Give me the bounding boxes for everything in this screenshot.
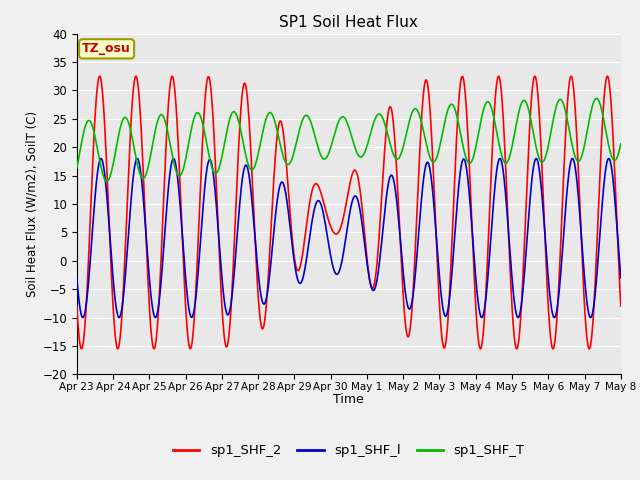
Y-axis label: Soil Heat Flux (W/m2), SoilT (C): Soil Heat Flux (W/m2), SoilT (C) [25, 111, 38, 297]
X-axis label: Time: Time [333, 394, 364, 407]
Legend: sp1_SHF_2, sp1_SHF_l, sp1_SHF_T: sp1_SHF_2, sp1_SHF_l, sp1_SHF_T [168, 439, 530, 463]
Text: TZ_osu: TZ_osu [82, 42, 131, 55]
Title: SP1 Soil Heat Flux: SP1 Soil Heat Flux [280, 15, 418, 30]
